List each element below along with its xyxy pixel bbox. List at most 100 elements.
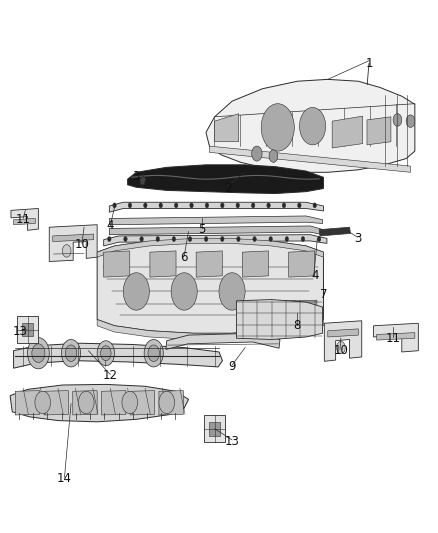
Polygon shape	[104, 251, 130, 277]
Text: 4: 4	[311, 269, 318, 282]
Circle shape	[237, 237, 240, 241]
Circle shape	[28, 337, 49, 369]
Text: 9: 9	[228, 360, 236, 373]
Polygon shape	[127, 165, 323, 193]
Circle shape	[221, 203, 224, 208]
Polygon shape	[324, 321, 362, 361]
Circle shape	[318, 237, 321, 241]
Text: 13: 13	[12, 326, 27, 338]
Polygon shape	[289, 251, 315, 277]
Circle shape	[108, 237, 111, 241]
Circle shape	[301, 237, 305, 241]
Polygon shape	[196, 251, 222, 277]
Polygon shape	[140, 176, 146, 185]
Circle shape	[78, 391, 94, 414]
Text: 8: 8	[293, 319, 301, 332]
Polygon shape	[367, 117, 391, 145]
Circle shape	[144, 340, 163, 367]
Polygon shape	[319, 227, 350, 236]
Polygon shape	[53, 234, 94, 241]
Circle shape	[251, 203, 255, 208]
Circle shape	[156, 237, 159, 241]
Polygon shape	[97, 238, 323, 257]
Circle shape	[253, 237, 256, 241]
Text: 7: 7	[320, 288, 327, 301]
Text: 6: 6	[180, 251, 188, 264]
Circle shape	[221, 237, 224, 241]
Polygon shape	[332, 116, 363, 148]
Text: 5: 5	[198, 223, 205, 236]
Circle shape	[205, 203, 208, 208]
Circle shape	[406, 115, 415, 127]
Text: 10: 10	[333, 344, 348, 357]
Text: 14: 14	[57, 472, 72, 485]
Polygon shape	[11, 208, 39, 230]
Polygon shape	[14, 219, 35, 225]
Text: 1: 1	[365, 57, 373, 70]
Circle shape	[35, 391, 50, 414]
Polygon shape	[102, 391, 126, 415]
Circle shape	[101, 346, 111, 361]
Circle shape	[236, 203, 240, 208]
Text: 11: 11	[16, 213, 31, 226]
Polygon shape	[273, 300, 295, 317]
Circle shape	[172, 237, 176, 241]
Circle shape	[336, 341, 345, 354]
Polygon shape	[44, 391, 68, 415]
Polygon shape	[49, 225, 97, 262]
Circle shape	[171, 273, 197, 310]
Circle shape	[267, 203, 270, 208]
Text: 12: 12	[102, 369, 118, 382]
Polygon shape	[237, 300, 322, 340]
Text: 3: 3	[133, 169, 140, 182]
Circle shape	[140, 237, 143, 241]
Circle shape	[282, 203, 286, 208]
Circle shape	[313, 203, 317, 208]
Polygon shape	[10, 384, 188, 422]
Polygon shape	[15, 391, 40, 415]
Circle shape	[97, 341, 115, 366]
Circle shape	[269, 237, 272, 241]
Text: 4: 4	[106, 220, 114, 232]
Polygon shape	[209, 422, 220, 435]
Text: 10: 10	[74, 238, 89, 251]
Circle shape	[297, 203, 301, 208]
Polygon shape	[97, 238, 323, 333]
Polygon shape	[110, 226, 323, 235]
Circle shape	[205, 237, 208, 241]
Polygon shape	[73, 391, 97, 415]
Circle shape	[159, 203, 162, 208]
Polygon shape	[215, 114, 239, 142]
Circle shape	[113, 203, 116, 208]
Polygon shape	[104, 235, 327, 246]
Polygon shape	[206, 79, 415, 172]
Circle shape	[122, 391, 138, 414]
Polygon shape	[377, 333, 415, 340]
Text: 13: 13	[225, 434, 240, 448]
Circle shape	[61, 340, 81, 367]
Circle shape	[62, 245, 71, 257]
Circle shape	[269, 150, 278, 163]
Circle shape	[144, 203, 147, 208]
Polygon shape	[209, 146, 410, 172]
Polygon shape	[14, 343, 223, 368]
Polygon shape	[242, 251, 268, 277]
Circle shape	[261, 104, 294, 151]
Circle shape	[148, 345, 159, 361]
Circle shape	[128, 203, 132, 208]
Polygon shape	[130, 391, 155, 415]
Polygon shape	[247, 300, 269, 317]
Circle shape	[393, 114, 402, 126]
Circle shape	[123, 273, 149, 310]
Circle shape	[65, 345, 77, 361]
Polygon shape	[110, 216, 322, 225]
Polygon shape	[204, 415, 225, 442]
Circle shape	[252, 146, 262, 161]
Circle shape	[188, 237, 192, 241]
Circle shape	[159, 391, 175, 414]
Polygon shape	[110, 202, 323, 212]
Circle shape	[124, 237, 127, 241]
Text: 11: 11	[385, 332, 401, 345]
Polygon shape	[150, 251, 176, 277]
Polygon shape	[374, 324, 418, 352]
